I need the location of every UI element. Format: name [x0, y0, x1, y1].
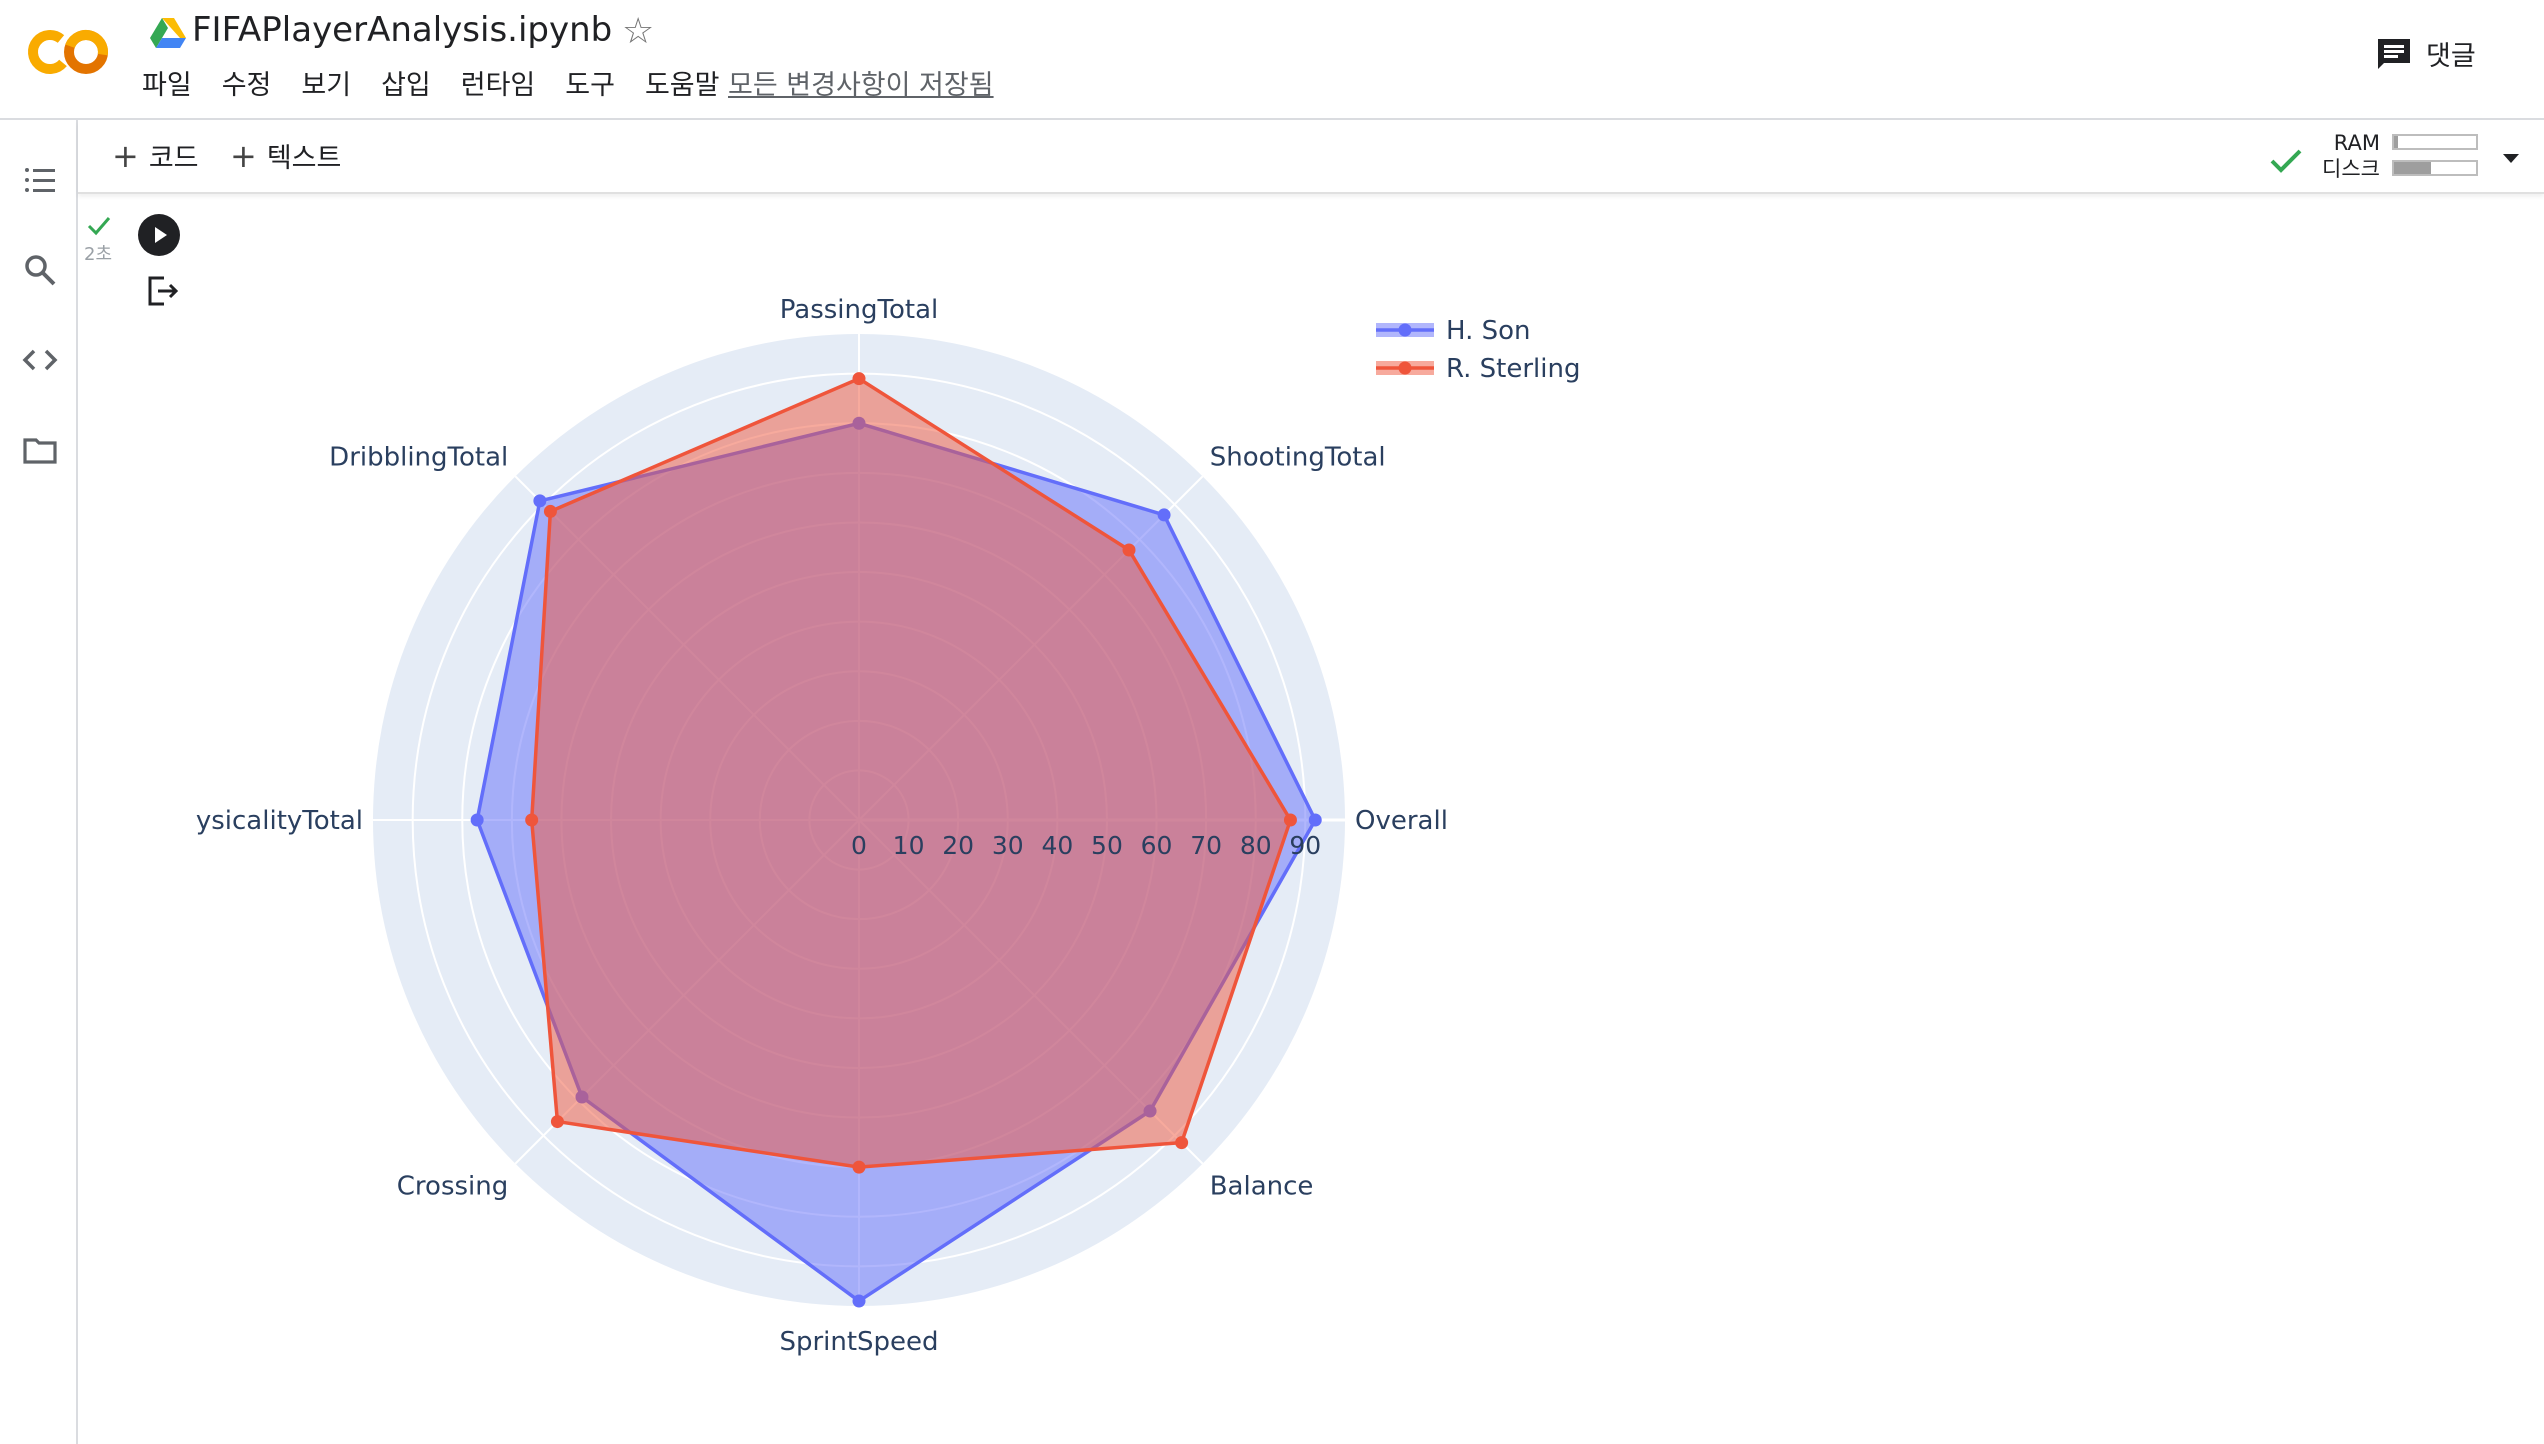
add-text-button[interactable]: + 텍스트	[230, 138, 341, 177]
legend-label: R. Sterling	[1446, 354, 1580, 384]
data-point[interactable]	[470, 813, 484, 827]
data-point[interactable]	[525, 813, 539, 827]
radial-tick-label: 20	[942, 831, 974, 860]
code-snippets-icon[interactable]	[22, 342, 58, 378]
legend-marker	[1398, 361, 1412, 375]
legend-item[interactable]: H. Son	[1376, 316, 1531, 346]
chevron-down-icon[interactable]	[2500, 150, 2522, 166]
data-point[interactable]	[1122, 543, 1136, 557]
disk-usage-bar[interactable]	[2392, 160, 2478, 176]
execution-check-icon	[87, 217, 111, 236]
series-layer	[470, 372, 1322, 1308]
notebook-title[interactable]: FIFAPlayerAnalysis.ipynb	[192, 10, 613, 50]
radial-tick-label: 70	[1190, 831, 1222, 860]
execution-time: 2초	[84, 244, 113, 265]
ram-label: RAM	[2333, 131, 2380, 155]
output-action-icon[interactable]	[146, 274, 180, 308]
axis-label: DribblingTotal	[329, 442, 508, 472]
series-1	[525, 372, 1297, 1174]
disk-usage-fill	[2394, 162, 2431, 174]
data-point[interactable]	[543, 504, 557, 518]
radial-tick-label: 10	[893, 831, 925, 860]
disk-label: 디스크	[2322, 157, 2380, 181]
data-point[interactable]	[852, 1160, 866, 1174]
left-rail	[0, 120, 78, 1444]
radial-tick-label: 60	[1141, 831, 1173, 860]
play-icon	[155, 227, 167, 243]
search-icon[interactable]	[22, 252, 58, 288]
menu-edit[interactable]: 수정	[221, 70, 272, 101]
data-point[interactable]	[1308, 813, 1322, 827]
menu-file[interactable]: 파일	[142, 70, 192, 101]
colab-logo[interactable]	[26, 24, 112, 80]
data-point[interactable]	[533, 494, 547, 508]
radial-tick-label: 80	[1240, 831, 1272, 860]
radial-tick-label: 40	[1041, 831, 1073, 860]
notebook-toolbar: + 코드 + 텍스트	[78, 120, 2544, 194]
header: FIFAPlayerAnalysis.ipynb ☆ 파일 수정 보기 삽입 런…	[0, 0, 2544, 120]
data-point[interactable]	[550, 1115, 564, 1129]
connected-check-icon[interactable]	[2268, 142, 2304, 178]
radial-tick-label: 50	[1091, 831, 1123, 860]
axis-label: Overall	[1355, 806, 1448, 836]
table-of-contents-icon[interactable]	[22, 162, 58, 198]
data-point[interactable]	[1175, 1136, 1189, 1150]
radial-tick-label: 30	[992, 831, 1024, 860]
data-point[interactable]	[1283, 813, 1297, 827]
ram-usage-fill	[2394, 136, 2399, 148]
radial-tick-label: 0	[851, 831, 867, 860]
legend: H. Son R. Sterling	[1376, 316, 1580, 384]
data-point[interactable]	[1157, 508, 1171, 522]
axis-label: Crossing	[397, 1172, 508, 1202]
data-point[interactable]	[852, 372, 866, 386]
menu-insert[interactable]: 삽입	[381, 70, 431, 101]
add-code-button[interactable]: + 코드	[112, 138, 199, 177]
add-text-label: 텍스트	[266, 143, 342, 174]
menu-runtime[interactable]: 런타임	[460, 70, 536, 101]
plus-icon: +	[112, 137, 139, 175]
star-icon[interactable]: ☆	[622, 11, 655, 52]
radar-chart: 0 10 20 30 40 50 60 70 80 90 Overall ShootingTotal P…	[196, 295, 1581, 1357]
ram-usage-bar[interactable]	[2392, 134, 2478, 150]
save-status-link[interactable]: 모든 변경사항이 저장됨	[728, 70, 994, 101]
comment-icon	[2378, 38, 2410, 69]
add-code-label: 코드	[148, 143, 199, 174]
axis-label: SprintSpeed	[779, 1327, 938, 1357]
comment-button[interactable]: 댓글	[2376, 34, 2476, 73]
comment-label: 댓글	[2426, 41, 2476, 72]
resource-labels[interactable]: RAM 디스크	[2300, 130, 2380, 182]
axis-label: ShootingTotal	[1210, 442, 1386, 472]
axis-label: PassingTotal	[780, 295, 938, 325]
menu-view[interactable]: 보기	[301, 70, 352, 101]
menu-help[interactable]: 도움말	[644, 70, 720, 101]
data-point[interactable]	[852, 1294, 866, 1308]
drive-icon[interactable]	[150, 16, 186, 48]
legend-item[interactable]: R. Sterling	[1376, 354, 1580, 384]
legend-marker	[1398, 323, 1412, 337]
run-cell-button[interactable]	[138, 214, 180, 256]
menubar: 파일 수정 보기 삽입 런타임 도구 도움말	[142, 68, 750, 104]
radial-tick-label: 90	[1289, 831, 1321, 860]
axis-labels: 0 10 20 30 40 50 60 70 80 90 Overall ShootingTotal P…	[196, 295, 1448, 1357]
menu-tools[interactable]: 도구	[565, 70, 615, 101]
legend-label: H. Son	[1446, 316, 1531, 346]
axis-label: Balance	[1210, 1172, 1314, 1202]
axis-label: ysicalityTotal	[196, 806, 363, 836]
folder-icon[interactable]	[22, 432, 58, 468]
plus-icon: +	[230, 137, 257, 175]
